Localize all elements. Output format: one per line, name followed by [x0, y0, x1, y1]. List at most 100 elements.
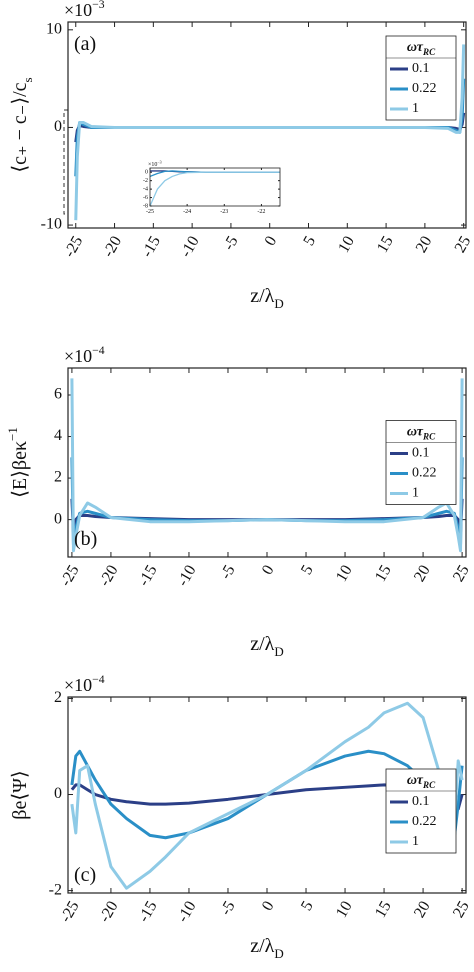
x-tick-label: 15 — [374, 233, 397, 255]
x-tick-label: 20 — [411, 562, 434, 584]
panel-label: (b) — [74, 528, 97, 550]
y-tick-label: 0 — [54, 510, 62, 527]
y-axis-label-sup: −1 — [5, 427, 20, 441]
legend-label: 1 — [412, 834, 419, 849]
y-tick-label: -4 — [143, 186, 148, 192]
y-exponent-sup: −3 — [157, 160, 161, 164]
legend: ωτRC 0.1 0.22 1 — [385, 768, 457, 854]
x-tick-label: 10 — [333, 898, 356, 920]
x-tick-label: 15 — [372, 898, 395, 920]
chart-panel: -202-25 -20 -15 -10 -5 0 5 10 15 20 25×10−4z/λDβe⟨… — [9, 673, 473, 961]
x-tick-label: 15 — [372, 562, 395, 584]
panel-label: (a) — [74, 33, 96, 55]
legend-label: 0.1 — [412, 61, 430, 76]
x-tick-label: 5 — [298, 562, 317, 577]
plot-area — [150, 168, 280, 206]
y-tick-label: -6 — [143, 195, 148, 201]
x-tick-label: 25 — [450, 562, 473, 584]
x-tick-label: -24 — [183, 209, 191, 215]
x-tick-label: -22 — [257, 209, 265, 215]
y-exponent: ×10−3 — [148, 160, 162, 168]
y-axis-label: ⟨E⟩βeκ−1 — [5, 427, 31, 498]
x-tick-label: 25 — [450, 898, 473, 920]
legend-label: 1 — [412, 101, 419, 116]
y-exponent-main: ×10 — [64, 346, 92, 366]
x-tick-label: -25 — [61, 233, 86, 260]
legend-label: 0.1 — [412, 794, 430, 809]
y-exponent-main: ×10 — [148, 162, 157, 168]
x-axis-label: z/λD — [250, 633, 284, 659]
legend: ωτRC 0.1 0.22 1 — [385, 420, 457, 505]
legend-title-main: ωτ — [407, 773, 424, 788]
x-tick-label: 25 — [452, 233, 474, 255]
axes-frame — [67, 21, 467, 229]
y-exponent-sup: −4 — [92, 673, 105, 686]
y-tick-label: -8 — [143, 203, 148, 209]
x-axis-label-main: z/λ — [250, 935, 274, 957]
inset-chart: -8 -6 -4 -2 0 -25 -24 -23 -22 ×10−3 — [143, 160, 281, 215]
y-exponent-sup: −4 — [92, 344, 105, 357]
x-tick-label: -20 — [100, 233, 125, 260]
legend-label: 1 — [412, 486, 419, 501]
x-tick-label: 5 — [300, 233, 319, 248]
x-tick-label: -23 — [220, 209, 228, 215]
legend-title-sub: RC — [422, 432, 436, 442]
legend-label: 0.1 — [412, 446, 430, 461]
legend-title-main: ωτ — [407, 425, 424, 440]
x-axis-label-sub: D — [274, 946, 283, 961]
chart-panel: 0 2 4 6 -25 -20 -15 -10 -5 0 5 10 15 20 25 ×10−4 z/λD ⟨E⟩… — [5, 344, 473, 659]
data-line — [70, 378, 464, 553]
y-tick-label: 2 — [54, 689, 62, 706]
panel-label: (c) — [74, 864, 96, 886]
x-tick-label: -15 — [139, 233, 164, 260]
x-tick-label: -25 — [146, 209, 154, 215]
x-axis-label-main: z/λ — [250, 285, 274, 307]
x-axis-label-sub: D — [274, 644, 283, 659]
x-tick-label: 0 — [262, 233, 281, 248]
legend-label: 0.22 — [412, 814, 437, 829]
x-tick-label: -5 — [217, 562, 238, 582]
x-axis-label: z/λD — [250, 935, 284, 961]
legend-box — [385, 768, 457, 854]
y-tick-label: -2 — [143, 178, 148, 184]
y-tick-label: 4 — [54, 427, 62, 444]
y-axis-label-sub: s — [20, 77, 35, 82]
legend: ωτRC 0.1 0.22 1 — [385, 35, 457, 121]
y-exponent-main: ×10 — [64, 675, 92, 695]
x-axis-label-sub: D — [274, 296, 283, 311]
x-axis-label-main: z/λ — [250, 633, 274, 655]
x-tick-label: 10 — [333, 562, 356, 584]
x-tick-label: -25 — [57, 898, 82, 925]
data-line — [150, 171, 280, 206]
legend-title-sub: RC — [422, 47, 436, 57]
legend-title-sub: RC — [422, 780, 436, 790]
y-axis-label-main: ⟨E⟩βeκ — [9, 441, 31, 498]
y-tick-label: 0 — [54, 118, 62, 135]
x-tick-label: 10 — [335, 233, 358, 255]
x-tick-label: -15 — [135, 898, 160, 925]
x-tick-label: 5 — [298, 898, 317, 913]
x-tick-label: -15 — [135, 562, 160, 589]
x-tick-label: -5 — [217, 898, 238, 918]
y-tick-label: 2 — [54, 469, 62, 486]
x-tick-label: -10 — [174, 898, 199, 925]
x-tick-label: -20 — [96, 562, 121, 589]
x-tick-label: -5 — [220, 233, 241, 253]
x-tick-label: -25 — [57, 562, 82, 589]
x-axis-label: z/λD — [250, 285, 284, 311]
y-axis-label-main: ⟨c₊ − c₋⟩/c — [9, 82, 31, 172]
y-axis-label-main: βe⟨Ψ⟩ — [9, 770, 31, 819]
y-tick-label: 6 — [54, 386, 62, 403]
y-axis-label: ⟨c₊ − c₋⟩/cs — [9, 77, 35, 172]
legend-title: ωτRC — [407, 425, 436, 442]
y-exponent: ×10−3 — [64, 0, 105, 20]
x-tick-label: 20 — [411, 898, 434, 920]
y-tick-label: -2 — [49, 881, 62, 898]
legend-label: 0.22 — [412, 81, 437, 96]
y-tick-label: 0 — [54, 785, 62, 802]
legend-title: ωτRC — [407, 773, 436, 790]
axes-frame — [67, 696, 467, 894]
x-tick-label: 0 — [259, 898, 278, 913]
legend-box — [385, 420, 457, 505]
